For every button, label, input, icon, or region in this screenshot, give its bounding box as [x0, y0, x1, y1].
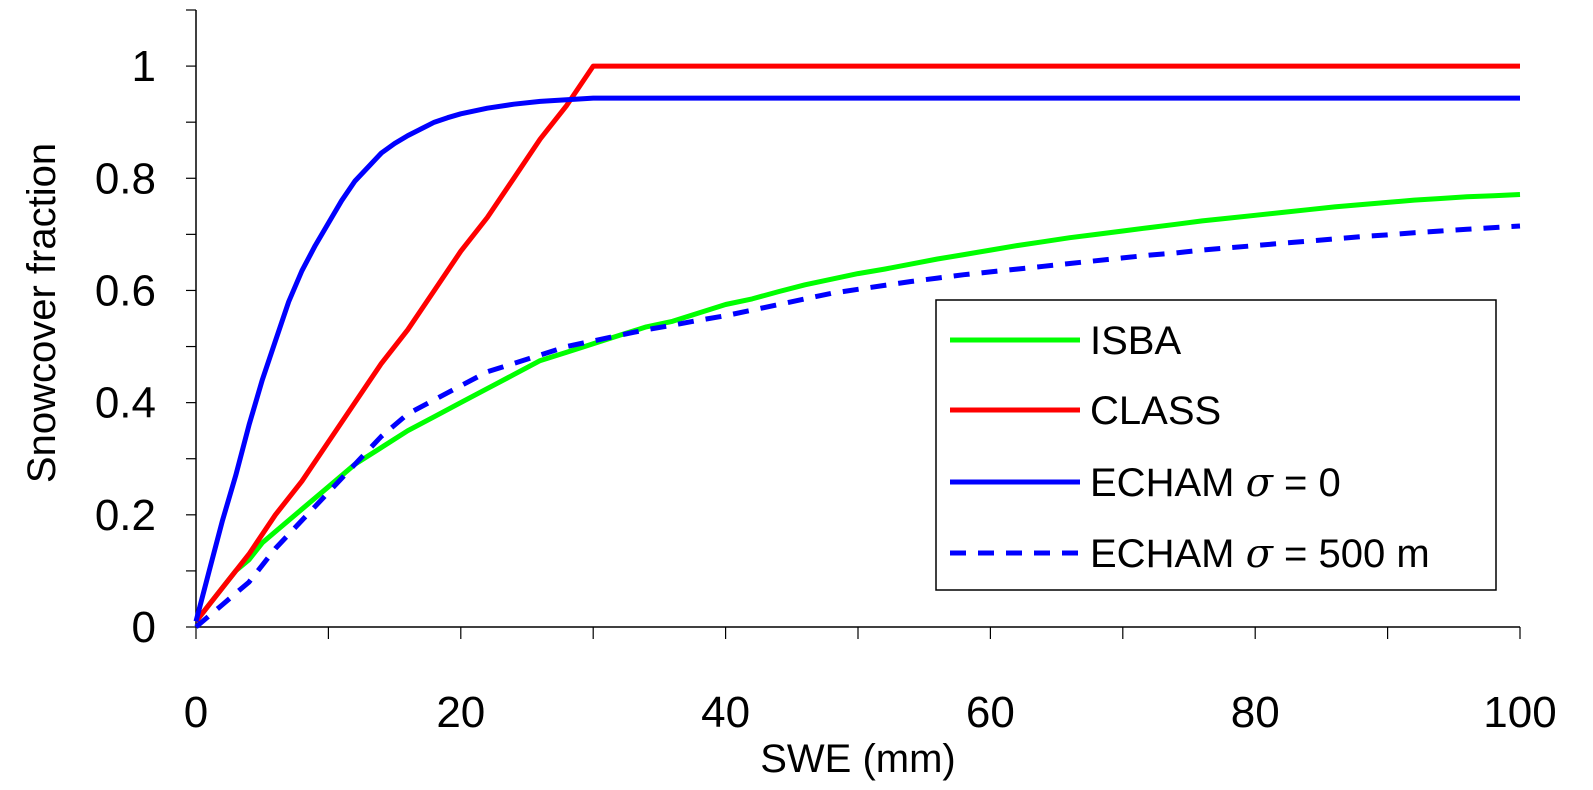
legend-box	[935, 299, 1497, 591]
series-line-isba	[194, 192, 1521, 623]
x-tick-label: 60	[966, 688, 1015, 737]
y-tick-label: 0.8	[95, 154, 156, 203]
legend-label: ECHAM σ = 0	[1090, 460, 1341, 506]
series-line-echam-sigma-500-m	[194, 223, 1521, 629]
y-tick-label: 0.4	[95, 379, 156, 428]
x-axis-title: SWE (mm)	[760, 737, 956, 781]
legend-label: CLASS	[1090, 389, 1221, 433]
x-axis-ticks: 0 20 40 60 80 100	[184, 627, 1557, 737]
x-tick-label: 0	[184, 688, 208, 737]
x-tick-label: 80	[1231, 688, 1280, 737]
x-tick-label: 20	[436, 688, 485, 737]
y-tick-label: 1	[132, 42, 156, 91]
x-tick-label: 100	[1483, 688, 1556, 737]
series-line-echam-sigma-0	[193, 95, 1520, 623]
y-tick-label: 0.6	[95, 266, 156, 315]
y-tick-label: 0.2	[95, 491, 156, 540]
series-line-class	[194, 63, 1520, 623]
legend-label: ISBA	[1090, 319, 1181, 363]
legend-label: ECHAM σ = 500 m	[1090, 531, 1430, 577]
series-layer	[193, 63, 1521, 629]
y-axis-title: Snowcover fraction	[20, 143, 64, 483]
legend: ISBA CLASS ECHAM σ = 0 ECHAM σ = 500 m	[935, 299, 1497, 591]
y-tick-label: 0	[132, 603, 156, 652]
x-tick-label: 40	[701, 688, 750, 737]
y-axis-ticks: 0 0.2 0.4 0.6 0.8 1	[95, 9, 196, 652]
